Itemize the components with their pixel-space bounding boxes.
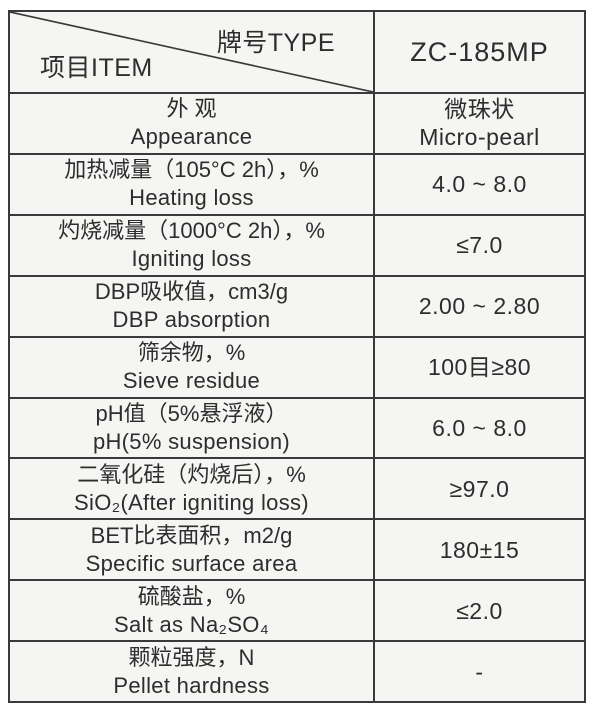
spec-item-cell: 硫酸盐，% Salt as Na₂SO₄	[10, 579, 373, 640]
spec-value-cell: -	[373, 640, 584, 701]
spec-value-cell: 180±15	[373, 518, 584, 580]
product-name: ZC-185MP	[410, 36, 549, 67]
spec-item-cell: DBP吸收值，cm3/g DBP absorption	[10, 274, 373, 336]
spec-value: 100目≥80	[427, 354, 532, 381]
spec-item-en: Sieve residue	[122, 368, 261, 394]
spec-item-en: DBP absorption	[112, 307, 271, 333]
spec-item-cell: BET比表面积，m2/g Specific surface area	[10, 518, 373, 579]
spec-item-en: SiO₂(After igniting loss)	[74, 489, 309, 515]
spec-item-cn: 颗粒强度，N	[128, 644, 255, 670]
spec-value-cell: 微珠状 Micro-pearl	[373, 92, 584, 153]
spec-value-cell: 100目≥80	[373, 335, 584, 397]
header-diagonal-cell: 牌号TYPE 项目ITEM	[10, 12, 373, 92]
spec-value-cell: 4.0 ~ 8.0	[373, 152, 584, 214]
spec-item-cell: 颗粒强度，N Pellet hardness	[10, 640, 373, 701]
spec-item-cn: 筛余物，%	[137, 340, 246, 366]
header-item-label: 项目ITEM	[40, 54, 153, 82]
spec-table: 牌号TYPE 项目ITEM ZC-185MP 外 观 Appearance 微珠…	[8, 10, 586, 703]
spec-value-cell: ≥97.0	[373, 457, 584, 519]
spec-item-en: Igniting loss	[131, 246, 252, 272]
diagonal-line	[10, 12, 373, 92]
spec-item-cn: 二氧化硅（灼烧后），%	[77, 461, 306, 487]
spec-item-cell: pH值（5%悬浮液） pH(5% suspension)	[10, 396, 373, 458]
spec-item-cell: 灼烧减量（1000°C 2h），% Igniting loss	[10, 213, 373, 275]
spec-value-cell: 2.00 ~ 2.80	[373, 274, 584, 336]
spec-value: ≤2.0	[456, 597, 503, 624]
spec-item-cn: DBP吸收值，cm3/g	[94, 279, 289, 305]
header-type-label: 牌号TYPE	[216, 29, 335, 57]
spec-value: 180±15	[439, 536, 520, 563]
spec-item-cn: 外 观	[166, 96, 217, 122]
spec-value: -	[475, 658, 484, 685]
spec-item-cell: 二氧化硅（灼烧后），% SiO₂(After igniting loss)	[10, 457, 373, 518]
spec-item-cn: BET比表面积，m2/g	[90, 522, 293, 548]
spec-item-cn: 灼烧减量（1000°C 2h），%	[58, 218, 325, 244]
spec-value-cell: ≤7.0	[373, 213, 584, 275]
header-product-cell: ZC-185MP	[373, 12, 584, 92]
spec-item-en: Specific surface area	[85, 550, 298, 576]
spec-value-cell: 6.0 ~ 8.0	[373, 396, 584, 458]
spec-item-cell: 外 观 Appearance	[10, 92, 373, 153]
spec-item-en: Pellet hardness	[113, 672, 270, 698]
spec-value: ≤7.0	[456, 232, 503, 259]
spec-item-en: pH(5% suspension)	[92, 428, 291, 454]
spec-value: 2.00 ~ 2.80	[418, 293, 541, 320]
spec-item-cell: 加热减量（105°C 2h），% Heating loss	[10, 152, 373, 214]
spec-item-en: Heating loss	[129, 185, 254, 211]
spec-item-cn: 硫酸盐，%	[137, 583, 246, 609]
spec-item-cn: pH值（5%悬浮液）	[95, 400, 288, 426]
spec-item-en: Appearance	[130, 124, 253, 150]
spec-value-cell: ≤2.0	[373, 579, 584, 641]
spec-value: 微珠状	[444, 96, 515, 123]
spec-value: ≥97.0	[449, 475, 510, 502]
spec-item-en: Salt as Na₂SO₄	[114, 611, 269, 637]
spec-value: 6.0 ~ 8.0	[432, 414, 527, 441]
spec-item-cn: 加热减量（105°C 2h），%	[64, 157, 319, 183]
spec-item-cell: 筛余物，% Sieve residue	[10, 335, 373, 397]
spec-value-en: Micro-pearl	[419, 124, 540, 151]
spec-value: 4.0 ~ 8.0	[432, 171, 527, 198]
